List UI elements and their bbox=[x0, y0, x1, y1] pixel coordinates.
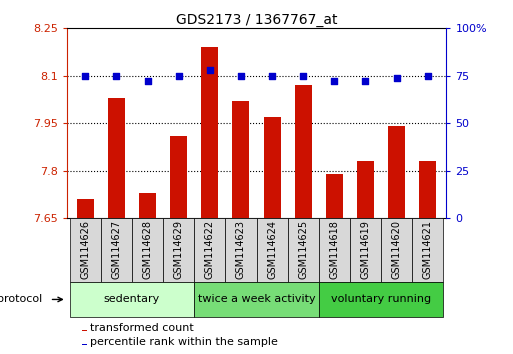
Bar bbox=[139, 193, 156, 218]
Bar bbox=[419, 161, 436, 218]
Text: voluntary running: voluntary running bbox=[331, 295, 431, 304]
Text: GSM114622: GSM114622 bbox=[205, 220, 215, 279]
Point bbox=[392, 75, 401, 80]
Point bbox=[237, 73, 245, 79]
Point bbox=[144, 79, 152, 84]
Bar bbox=[232, 101, 249, 218]
Bar bbox=[170, 136, 187, 218]
Bar bbox=[108, 98, 125, 218]
Point bbox=[268, 73, 276, 79]
Bar bbox=[319, 281, 443, 318]
Bar bbox=[77, 199, 94, 218]
Bar bbox=[194, 281, 319, 318]
Text: protocol: protocol bbox=[0, 295, 42, 304]
Bar bbox=[82, 344, 87, 346]
Text: GSM114628: GSM114628 bbox=[143, 220, 152, 279]
Bar bbox=[350, 218, 381, 281]
Bar bbox=[319, 218, 350, 281]
Bar bbox=[326, 174, 343, 218]
Bar bbox=[288, 218, 319, 281]
Point bbox=[112, 73, 121, 79]
Text: twice a week activity: twice a week activity bbox=[198, 295, 315, 304]
Text: GSM114620: GSM114620 bbox=[391, 220, 402, 279]
Bar bbox=[132, 218, 163, 281]
Text: GSM114623: GSM114623 bbox=[236, 220, 246, 279]
Bar bbox=[412, 218, 443, 281]
Text: GSM114629: GSM114629 bbox=[174, 220, 184, 279]
Bar bbox=[256, 218, 288, 281]
Bar bbox=[101, 218, 132, 281]
Text: GSM114625: GSM114625 bbox=[298, 220, 308, 279]
Text: sedentary: sedentary bbox=[104, 295, 160, 304]
Title: GDS2173 / 1367767_at: GDS2173 / 1367767_at bbox=[176, 13, 337, 27]
Point bbox=[299, 73, 307, 79]
Point bbox=[361, 79, 369, 84]
Text: transformed count: transformed count bbox=[90, 323, 194, 333]
Text: GSM114627: GSM114627 bbox=[111, 220, 122, 279]
Bar bbox=[264, 117, 281, 218]
Text: GSM114624: GSM114624 bbox=[267, 220, 277, 279]
Point bbox=[206, 67, 214, 73]
Bar bbox=[357, 161, 374, 218]
Text: GSM114626: GSM114626 bbox=[81, 220, 90, 279]
Text: GSM114618: GSM114618 bbox=[329, 221, 339, 279]
Point bbox=[330, 79, 339, 84]
Point bbox=[81, 73, 89, 79]
Point bbox=[424, 73, 432, 79]
Bar bbox=[201, 47, 219, 218]
Bar bbox=[70, 218, 101, 281]
Point bbox=[174, 73, 183, 79]
Bar bbox=[194, 218, 225, 281]
Bar bbox=[381, 218, 412, 281]
Bar bbox=[294, 85, 312, 218]
Text: GSM114619: GSM114619 bbox=[361, 221, 370, 279]
Bar bbox=[388, 126, 405, 218]
Text: GSM114621: GSM114621 bbox=[423, 220, 432, 279]
Text: percentile rank within the sample: percentile rank within the sample bbox=[90, 337, 278, 348]
Bar bbox=[163, 218, 194, 281]
Bar bbox=[225, 218, 256, 281]
Bar bbox=[82, 330, 87, 331]
Bar bbox=[70, 281, 194, 318]
